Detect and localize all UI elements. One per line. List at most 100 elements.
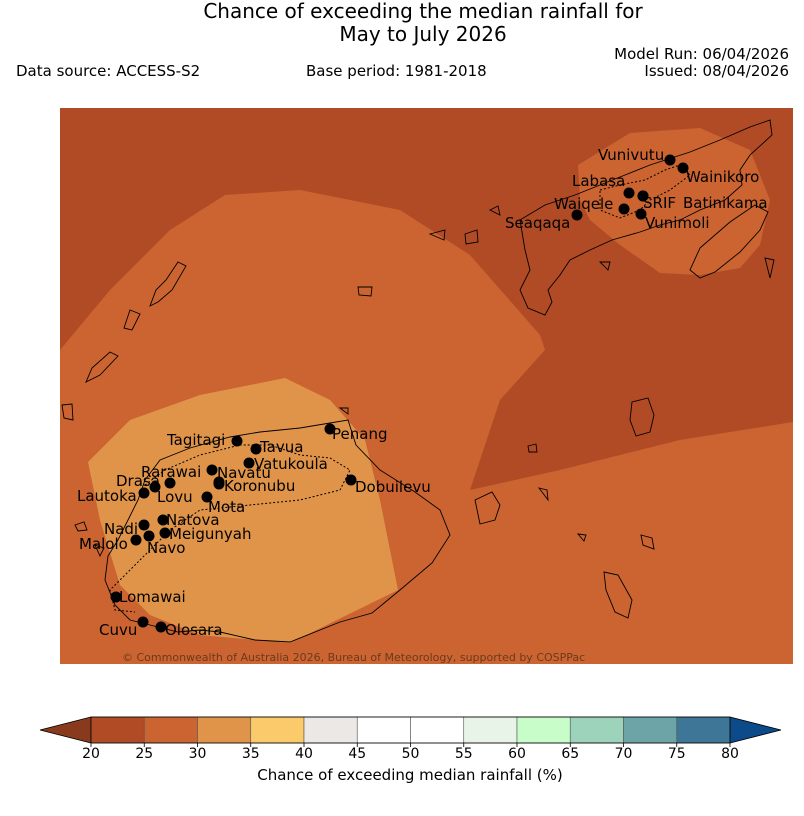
- coastline-islet: [764, 257, 775, 279]
- copyright-notice: © Commonwealth of Australia 2026, Bureau…: [122, 651, 585, 664]
- location-marker: [664, 154, 676, 166]
- band-25-30-north: [578, 128, 770, 275]
- colorbar-tick-label: 60: [508, 746, 526, 762]
- coastline-islet: [94, 544, 105, 558]
- base-period: Base period: 1981-2018: [306, 62, 487, 80]
- location-marker: [164, 477, 176, 489]
- location-label: Lomawai: [119, 588, 186, 606]
- coastline-islet: [640, 534, 655, 550]
- location-label: Nadi: [104, 520, 138, 538]
- location-label: Tavua: [259, 438, 303, 456]
- location-label: Lovu: [157, 488, 193, 506]
- colorbar-tick-label: 65: [561, 746, 579, 762]
- coastline-islet: [576, 533, 587, 542]
- district-boundary-northern: [599, 164, 691, 219]
- colorbar-below-20: [39, 716, 92, 744]
- colorbar-segments: [90, 716, 731, 744]
- colorbar-ticks: 20 25 30 35 40 45 50 55 60 65 70 75 80: [82, 743, 739, 762]
- colorbar-label: Chance of exceeding median rainfall (%): [257, 766, 562, 784]
- coastline-koro: [629, 397, 655, 437]
- location-label: Lautoka: [77, 487, 137, 505]
- location-label: Tagitagi: [166, 431, 225, 449]
- location-label: Olosara: [165, 621, 223, 639]
- location-marker: [206, 464, 218, 476]
- district-boundary-western: [109, 444, 351, 613]
- location-label: SRIF: [643, 194, 676, 212]
- colorbar-tick-label: 20: [82, 746, 100, 762]
- location-label: Cuvu: [99, 621, 137, 639]
- location-marker: [138, 487, 150, 499]
- coastlines: [61, 119, 775, 643]
- coastline-islet: [61, 403, 74, 421]
- location-label: Penang: [332, 425, 387, 443]
- colorbar-segment: [143, 716, 198, 744]
- colorbar-tick-label: 25: [135, 746, 153, 762]
- colorbar-segment: [623, 716, 678, 744]
- location-label: Vunimoli: [645, 214, 710, 232]
- colorbar-tick-label: 30: [189, 746, 207, 762]
- coastline-viti-levu: [104, 419, 451, 643]
- colorbar-segment: [516, 716, 571, 744]
- location-label: Koronubu: [224, 477, 295, 495]
- location-marker: [571, 209, 583, 221]
- colorbar-segment: [569, 716, 624, 744]
- title-line-2: May to July 2026: [339, 22, 507, 46]
- location-label: Mota: [208, 498, 245, 516]
- location-label: Labasa: [572, 172, 625, 190]
- location-marker: [143, 530, 155, 542]
- colorbar-tick-label: 75: [668, 746, 686, 762]
- coastline-islet: [428, 229, 446, 241]
- location-label: Vatukoula: [254, 455, 328, 473]
- coastline-islet: [338, 407, 349, 415]
- coastline-yasawa: [123, 309, 141, 331]
- location-label: Malolo: [79, 535, 128, 553]
- colorbar-segment: [250, 716, 305, 744]
- coastline-islet: [598, 261, 611, 271]
- data-source: Data source: ACCESS-S2: [16, 62, 201, 80]
- location-label: Navo: [147, 539, 185, 557]
- colorbar-above-80: [729, 716, 782, 744]
- colorbar-tick-label: 45: [348, 746, 366, 762]
- location-label: Navatu: [217, 464, 271, 482]
- location-label: Dobuilevu: [355, 478, 431, 496]
- location-marker: [324, 423, 336, 435]
- location-marker: [130, 534, 142, 546]
- coastline-taveuni: [689, 204, 769, 279]
- location-marker: [250, 443, 262, 455]
- colorbar-segment: [676, 716, 731, 744]
- colorbar-segment: [90, 716, 145, 744]
- colorbar-tick-label: 50: [402, 746, 420, 762]
- location-marker: [137, 616, 149, 628]
- coastline-yasawa: [149, 261, 187, 307]
- coastline-moala: [603, 571, 633, 619]
- location-marker: [635, 208, 647, 220]
- colorbar-tick-label: 35: [242, 746, 260, 762]
- coastline-islet: [537, 487, 549, 502]
- location-marker: [677, 162, 689, 174]
- coastline-gau: [474, 491, 501, 525]
- location-marker: [637, 190, 649, 202]
- colorbar-tick-label: 70: [615, 746, 633, 762]
- coastline-islet: [527, 443, 538, 453]
- coastline-islet: [357, 286, 373, 297]
- location-marker: [213, 478, 225, 490]
- coastline-islet: [464, 229, 479, 245]
- coastline-islet: [74, 521, 88, 532]
- location-marker: [159, 527, 171, 539]
- coastline-islet: [488, 205, 501, 216]
- location-label: Rarawai: [141, 463, 201, 481]
- location-marker: [618, 203, 630, 215]
- location-marker: [155, 621, 167, 633]
- colorbar-tick-label: 55: [455, 746, 473, 762]
- district-boundaries: [109, 164, 691, 613]
- location-marker: [138, 519, 150, 531]
- colorbar-segment: [410, 716, 465, 744]
- location-label: Seaqaqa: [505, 214, 570, 232]
- title-line-1: Chance of exceeding the median rainfall …: [203, 0, 643, 23]
- location-marker: [149, 481, 161, 493]
- colorbar: 20 25 30 35 40 45 50 55 60 65 70 75 80 Chance of exc…: [39, 716, 782, 784]
- map-title: Chance of exceeding the median rainfall …: [0, 0, 804, 46]
- location-marker: [345, 474, 357, 486]
- colorbar-tick-label: 40: [295, 746, 313, 762]
